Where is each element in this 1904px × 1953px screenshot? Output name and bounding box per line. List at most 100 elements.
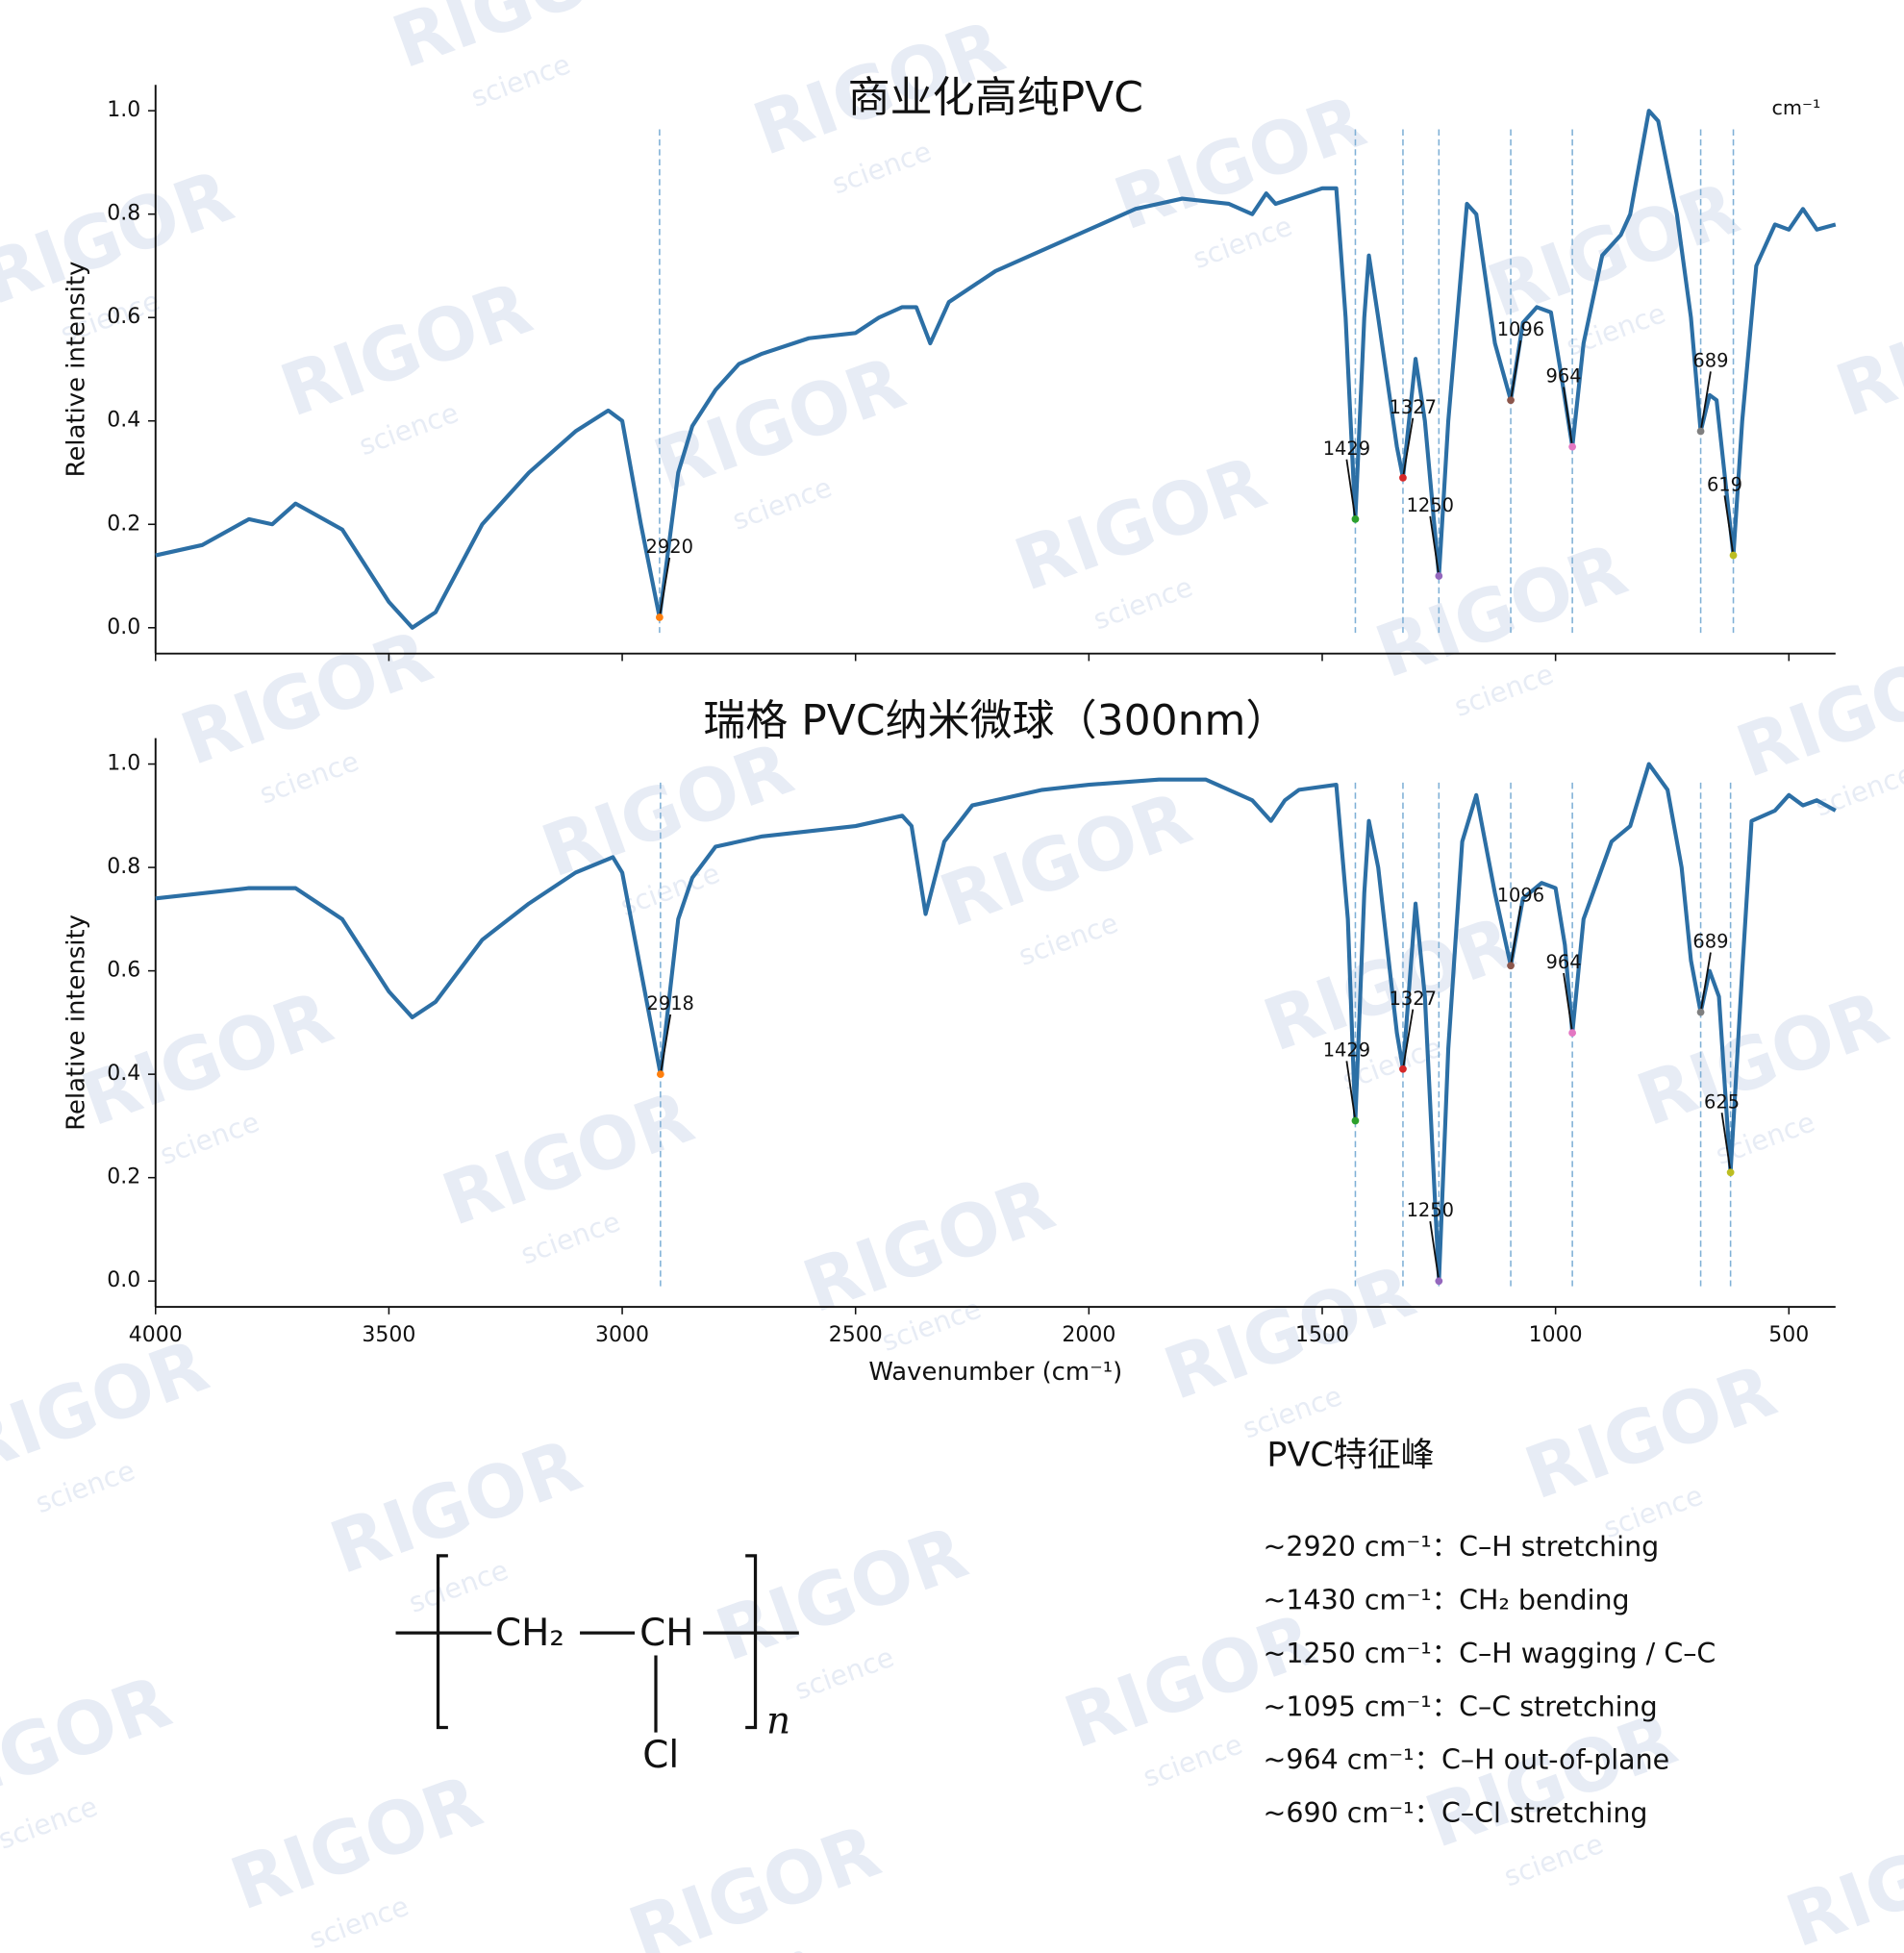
- peak-label: 1327: [1390, 396, 1437, 418]
- y-tick-label: 1.0: [107, 752, 140, 776]
- watermark: RIGOR: [432, 1074, 704, 1242]
- peak-connector: [1429, 515, 1441, 577]
- y-tick-label: 0.6: [107, 305, 140, 329]
- peak-label: 1096: [1497, 318, 1544, 340]
- y-tick-label: 0.8: [107, 855, 140, 879]
- peak-item: ~690 cm⁻¹：C–Cl stretching: [1264, 1797, 1648, 1829]
- watermark: RIGOR: [643, 340, 915, 509]
- peak-label: 2920: [646, 536, 693, 558]
- watermark: RIGOR: [1626, 975, 1898, 1143]
- peak-item: ~1250 cm⁻¹：C–H wagging / C–C: [1264, 1638, 1716, 1669]
- peaks-heading: PVC特征峰: [1266, 1436, 1434, 1474]
- peak-connector: [658, 557, 671, 618]
- peak-connector: [1563, 972, 1574, 1034]
- ch2: CH₂: [495, 1612, 564, 1655]
- peak-item: ~2920 cm⁻¹：C–H stretching: [1264, 1531, 1660, 1563]
- peak-marker: [1351, 515, 1360, 523]
- watermark: RIGOR: [270, 265, 542, 434]
- watermark: RIGOR: [531, 726, 803, 894]
- spectrum: [155, 109, 1837, 630]
- watermark: RIGOR: [71, 975, 343, 1143]
- watermark: RIGOR: [1515, 1348, 1787, 1516]
- peak-connector: [659, 1014, 672, 1075]
- watermark: RIGOR: [1054, 1597, 1326, 1765]
- peak-item: ~1095 cm⁻¹：C–C stretching: [1264, 1690, 1658, 1722]
- peak-marker: [1435, 1277, 1443, 1286]
- peak-label: 619: [1707, 474, 1742, 496]
- y-tick-label: 0.4: [107, 1062, 140, 1086]
- peak-marker: [656, 613, 664, 621]
- peak-connector: [1723, 495, 1735, 556]
- y-tick-label: 0.0: [107, 1268, 140, 1292]
- structure: [395, 1554, 799, 1733]
- watermark: RIGOR: [1477, 165, 1749, 334]
- x-tick-label: 500: [1768, 1323, 1809, 1347]
- y-tick-label: 0.2: [107, 1165, 140, 1189]
- watermark: RIGOR: [319, 1422, 591, 1590]
- peak-connector: [1345, 1061, 1357, 1121]
- peak-label: 1250: [1407, 494, 1454, 516]
- peak-label: 2918: [647, 992, 694, 1014]
- watermark: RIGOR: [1104, 79, 1376, 247]
- peak-marker: [1351, 1116, 1360, 1125]
- peak-connector: [1510, 905, 1522, 966]
- peak-connector: [1720, 1113, 1732, 1173]
- watermark-sub: science: [0, 1790, 102, 1856]
- watermark: RIGOR: [618, 1809, 890, 1953]
- y-tick-label: 0.0: [107, 615, 140, 639]
- peak-marker: [1568, 1029, 1576, 1038]
- peak-connector: [1345, 459, 1357, 520]
- watermark: RIGOR: [930, 775, 1202, 943]
- ch: CH: [639, 1612, 693, 1655]
- watermark: RIGOR: [1253, 900, 1525, 1068]
- peak-connector: [1402, 1009, 1415, 1069]
- cl: Cl: [642, 1734, 679, 1777]
- y-axis-label: Relative intensity: [63, 262, 91, 478]
- watermark: RIGOR: [706, 1510, 978, 1678]
- peak-label: 625: [1704, 1090, 1740, 1113]
- peak-marker: [1399, 473, 1407, 482]
- peak-label: 964: [1546, 951, 1582, 973]
- watermark: RIGOR: [220, 1759, 492, 1927]
- peak-label: 1096: [1497, 884, 1544, 906]
- chart-title: 瑞格 PVC纳米微球（300nm）: [703, 696, 1288, 745]
- watermark: RIGOR: [170, 613, 442, 782]
- watermark: RIGOR: [1825, 265, 1904, 434]
- peak-label: 689: [1692, 350, 1728, 372]
- peak-label: 1327: [1390, 988, 1437, 1010]
- x-tick-label: 2000: [1062, 1323, 1115, 1347]
- x-tick-label: 3500: [362, 1323, 415, 1347]
- peak-connector: [1563, 387, 1574, 447]
- x-tick-label: 2500: [829, 1323, 883, 1347]
- peak-marker: [1435, 572, 1443, 580]
- peak-label: 964: [1546, 365, 1582, 388]
- peak-marker: [1726, 1168, 1735, 1177]
- peak-connector: [1429, 1220, 1441, 1282]
- peak-label: 1429: [1323, 1039, 1370, 1062]
- peak-marker: [1507, 396, 1515, 405]
- peak-label: 1250: [1407, 1199, 1454, 1221]
- y-tick-label: 0.2: [107, 512, 140, 536]
- peak-marker: [1399, 1064, 1407, 1073]
- x-tick-label: 3000: [595, 1323, 649, 1347]
- x-tick-label: 1500: [1295, 1323, 1349, 1347]
- peak-item: ~964 cm⁻¹：C–H out-of-plane: [1264, 1744, 1670, 1776]
- watermark: RIGOR: [1154, 1248, 1426, 1416]
- plots: 0.0 0.2 0.4 0.6 0.8 1.0 商业化高纯PVC Relative inten…: [63, 73, 1837, 1387]
- peak-marker: [656, 1070, 664, 1079]
- peak-marker: [1729, 551, 1738, 560]
- y-axis-label: Relative intensity: [63, 914, 91, 1131]
- peak-connector: [1510, 339, 1522, 401]
- x-tick-label: 4000: [129, 1323, 183, 1347]
- peak-list: ~2920 cm⁻¹：C–H stretching ~1430 cm⁻¹：CH₂ …: [1264, 1531, 1716, 1829]
- annotation: cm⁻¹: [1772, 96, 1821, 119]
- watermark: RIGOR: [1776, 1796, 1904, 1953]
- watermark: RIGOR: [1365, 527, 1638, 695]
- peak-connector: [1699, 952, 1712, 1013]
- peak-marker: [1568, 442, 1576, 451]
- y-tick-label: 0.6: [107, 959, 140, 983]
- n: n: [766, 1700, 790, 1743]
- peak-marker: [1696, 427, 1705, 436]
- spectrum: [155, 762, 1837, 1284]
